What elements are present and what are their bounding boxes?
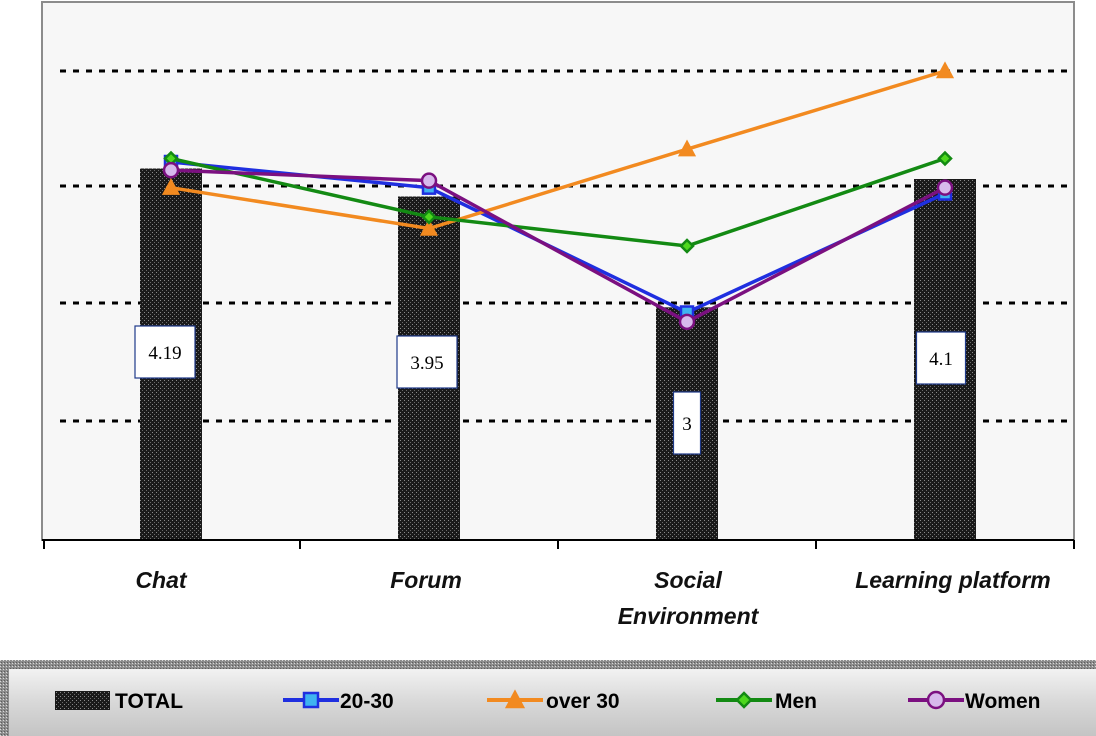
legend-item-over-30: over 30 [487,689,620,713]
legend-label: Men [775,690,817,713]
x-axis-ticks [43,540,1075,549]
x-axis-category-label: Social [654,567,722,593]
legend-swatch-total [55,691,110,710]
bar-data-label: 3 [672,391,702,455]
line-series [161,61,955,331]
legend-label: Women [965,690,1040,713]
line-series-over-30 [161,61,955,236]
legend-item-20-30: 20-30 [283,690,394,713]
line-series-women [162,161,954,331]
data-label-box [134,325,196,379]
series-marker-diamond [735,691,753,709]
series-marker-triangle [504,689,526,709]
x-axis-category-label: Environment [618,603,760,629]
x-axis-category-label: Forum [390,567,462,593]
series-line [170,168,946,324]
legend-item-women: Women [908,690,1040,713]
bar-data-label: 3.95 [396,335,458,389]
series-marker-circle [162,161,180,179]
series-line [170,69,946,231]
series-marker-circle [420,172,438,189]
data-label-value: 4.19 [148,343,181,364]
legend-item-men: Men [716,690,817,713]
plot-area [41,1,1075,541]
series-marker-diamond [937,150,953,167]
series-marker-diamond [421,209,437,225]
data-label-box [915,331,967,385]
x-axis-category-labels: Chat Forum Social Environment Learning platf… [135,567,1050,629]
series-marker-circle [936,179,954,196]
legend-box [9,669,1096,736]
legend-item-total: TOTAL [55,690,183,713]
series-line [170,156,946,248]
series-marker-triangle [419,218,439,236]
data-label-value: 3.95 [410,353,443,374]
data-label-value: 4.1 [929,349,953,370]
legend-label: over 30 [546,690,620,713]
legend-label: TOTAL [115,690,183,713]
series-marker-triangle [161,178,181,195]
data-label-box [672,391,702,455]
series-marker-triangle [677,139,697,157]
series-marker-circle [926,690,946,710]
series-marker-triangle [935,61,955,79]
legend-label: 20-30 [340,690,394,713]
series-marker-square [302,691,320,709]
legend: TOTAL 20-30 over 30 Men Women [0,660,1096,736]
series-marker-circle [678,313,696,331]
x-axis-category-label: Chat [135,567,187,593]
x-axis-category-label: Learning platform [855,567,1051,593]
data-label-box [396,335,458,389]
bar-data-labels: 4.19 3.95 3 4.1 [134,325,967,455]
bar-data-label: 4.1 [915,331,967,385]
bar-data-label: 4.19 [134,325,196,379]
data-label-value: 3 [682,414,692,435]
series-marker-diamond [679,238,695,254]
